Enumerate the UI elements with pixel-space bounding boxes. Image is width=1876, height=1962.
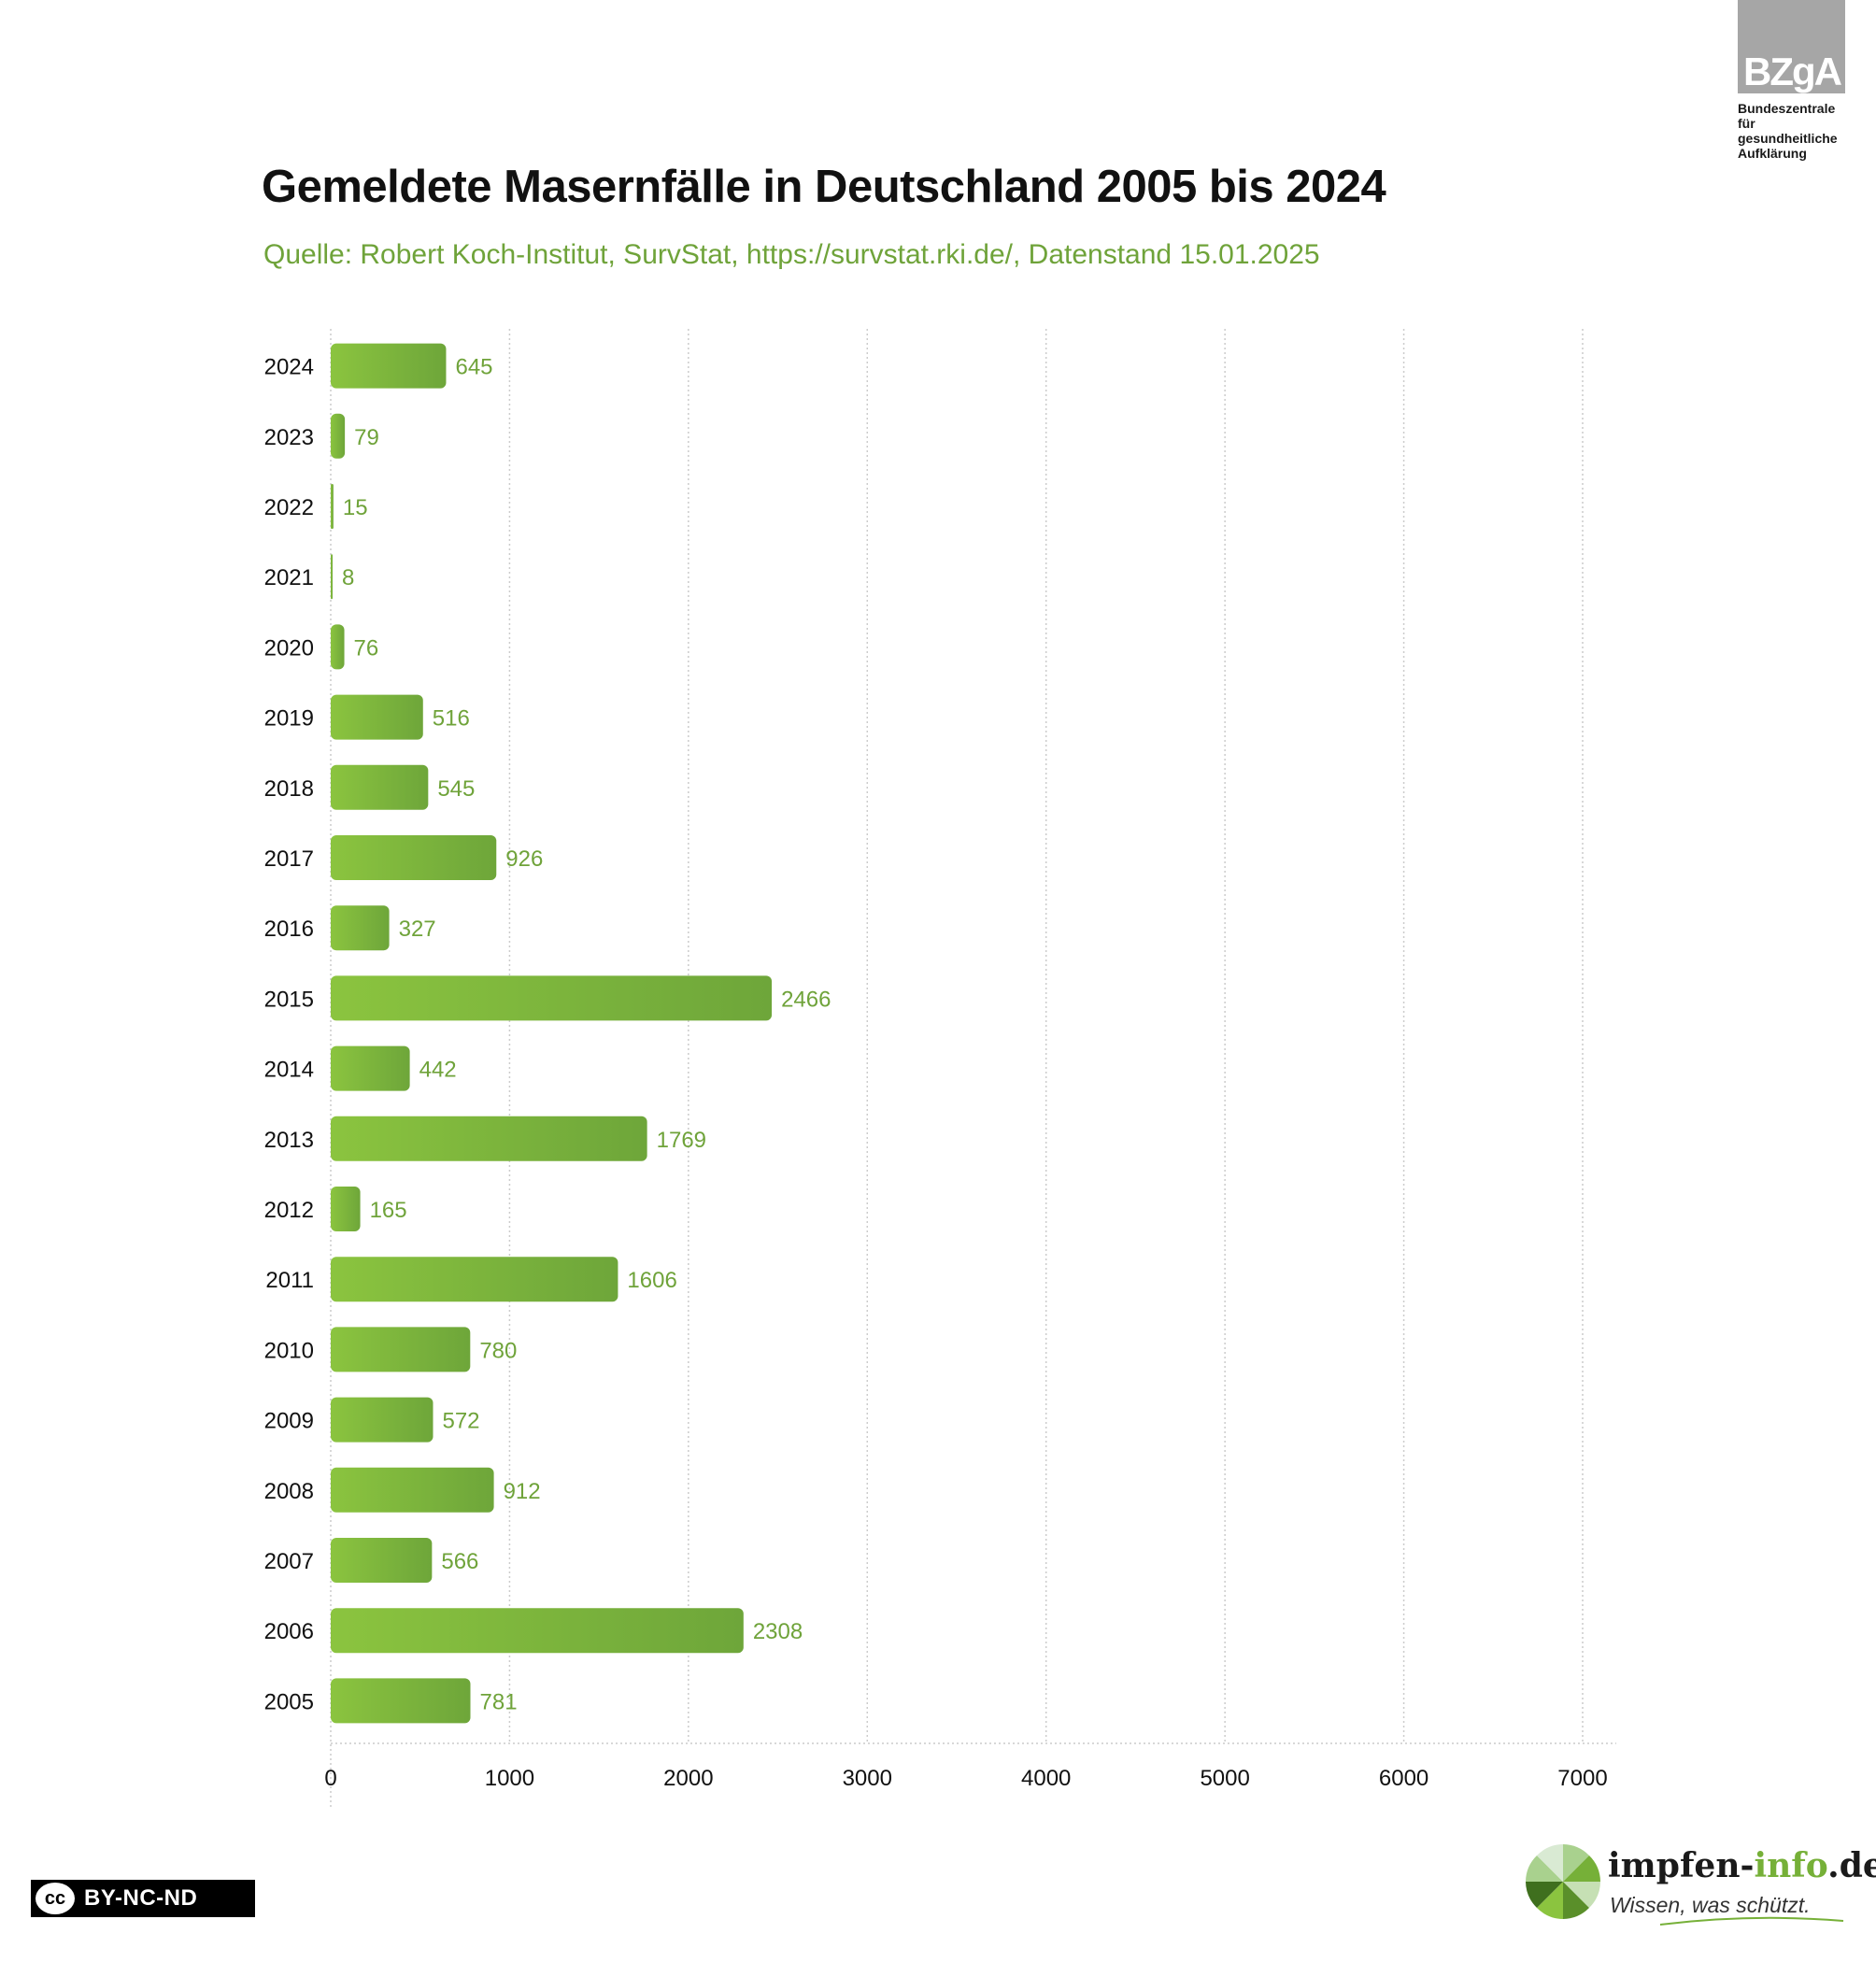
bzga-logo: BZgA Bundeszentrale für gesundheitliche …: [1738, 0, 1845, 161]
y-tick-label: 2023: [264, 425, 314, 450]
bar-chart: 0 1000 2000 3000 4000 5000 6000 7000 2024 645 2023…: [264, 329, 1616, 1809]
bar: [331, 624, 345, 670]
bar-value-label: 572: [442, 1409, 479, 1434]
y-tick-label: 2009: [264, 1409, 314, 1434]
x-tick-label: 4000: [1021, 1766, 1071, 1791]
bar: [331, 1467, 494, 1513]
y-tick-label: 2024: [264, 355, 314, 380]
bar: [331, 1678, 471, 1724]
bar-value-label: 645: [455, 355, 492, 380]
y-tick-label: 2020: [264, 635, 314, 661]
y-tick-label: 2006: [264, 1619, 314, 1644]
bzga-logo-mark: BZgA: [1738, 0, 1845, 93]
bzga-logo-text: BZgA: [1743, 50, 1842, 93]
bar: [331, 1327, 471, 1372]
umbrella-icon: [1526, 1844, 1600, 1919]
y-tick-label: 2007: [264, 1549, 314, 1574]
chart-title: Gemeldete Masernfälle in Deutschland 200…: [262, 162, 1386, 212]
grid-lines: [330, 329, 1616, 1809]
bar-value-label: 912: [504, 1479, 541, 1504]
x-tick-label: 7000: [1557, 1766, 1607, 1791]
y-tick-label: 2018: [264, 776, 314, 802]
bar: [331, 975, 773, 1021]
bar-value-label: 15: [343, 495, 368, 520]
bar-value-label: 2466: [781, 987, 831, 1012]
bar: [331, 1397, 433, 1443]
y-tick-label: 2013: [264, 1128, 314, 1153]
bar-value-label: 2308: [753, 1619, 803, 1644]
bar-value-label: 442: [419, 1058, 457, 1083]
bar: [331, 694, 423, 740]
bar: [331, 905, 390, 951]
bar: [331, 1257, 618, 1302]
bar-value-label: 1606: [627, 1268, 676, 1293]
bar-value-label: 8: [342, 565, 354, 590]
y-tick-label: 2021: [264, 565, 314, 590]
bar-value-label: 327: [399, 917, 436, 942]
x-tick-label: 2000: [663, 1766, 713, 1791]
bar-value-label: 516: [433, 706, 470, 732]
bars: [331, 343, 773, 1724]
y-tick-label: 2014: [264, 1058, 314, 1083]
y-tick-label: 2008: [264, 1479, 314, 1504]
impfen-info-logo: impfen-info.de Wissen, was schützt.: [1518, 1839, 1876, 1926]
brand-name-part: impfen-: [1608, 1846, 1755, 1885]
brand-slogan: Wissen, was schützt.: [1610, 1893, 1811, 1917]
y-tick-label: 2011: [265, 1268, 314, 1293]
license-text: BY-NC-ND: [84, 1885, 198, 1911]
brand-name-part: .de: [1827, 1846, 1876, 1885]
bar-value-label: 165: [370, 1198, 407, 1223]
bzga-logo-line: Aufklärung: [1738, 146, 1807, 161]
bar: [331, 1187, 361, 1231]
bar-value-label: 545: [437, 776, 475, 802]
y-tick-label: 2017: [264, 846, 314, 872]
bar: [331, 764, 429, 810]
bar-value-label: 566: [441, 1549, 478, 1574]
bar-value-label: 76: [354, 635, 379, 661]
brand-name-highlight: info: [1754, 1846, 1828, 1885]
bar: [331, 1045, 410, 1091]
y-tick-label: 2016: [264, 917, 314, 942]
license-badge: cc BY-NC-ND: [31, 1880, 255, 1917]
x-tick-label: 5000: [1200, 1766, 1249, 1791]
bzga-logo-line: Bundeszentrale: [1738, 101, 1836, 116]
bzga-logo-line: für: [1738, 116, 1755, 131]
y-tick-label: 2019: [264, 706, 314, 732]
y-tick-label: 2012: [264, 1198, 314, 1223]
x-tick-label: 6000: [1379, 1766, 1428, 1791]
y-tick-label: 2005: [264, 1689, 314, 1714]
bar-value-label: 79: [354, 425, 379, 450]
x-tick-label: 0: [324, 1766, 336, 1791]
bar-value-label: 781: [480, 1689, 518, 1714]
brand-name: impfen-info.de: [1608, 1846, 1876, 1885]
bzga-logo-line: gesundheitliche: [1738, 131, 1838, 146]
labels: 0 1000 2000 3000 4000 5000 6000 7000 2024 645 2023…: [264, 355, 1608, 1791]
cc-icon: cc: [36, 1883, 75, 1914]
x-tick-label: 1000: [485, 1766, 534, 1791]
slogan-underline-icon: [1659, 1916, 1844, 1926]
bar: [331, 1608, 744, 1654]
bar-value-label: 926: [505, 846, 543, 872]
x-tick-label: 3000: [843, 1766, 892, 1791]
chart-source: Quelle: Robert Koch-Institut, SurvStat, …: [263, 239, 1320, 270]
y-tick-label: 2022: [264, 495, 314, 520]
y-tick-label: 2015: [264, 987, 314, 1012]
bar: [331, 554, 333, 600]
bzga-logo-subtitle: Bundeszentrale für gesundheitliche Aufkl…: [1738, 101, 1845, 161]
bar-value-label: 1769: [657, 1128, 706, 1153]
bar: [331, 343, 447, 389]
bar: [331, 1538, 433, 1583]
bar: [331, 1116, 647, 1161]
bar: [331, 413, 346, 459]
bar: [331, 835, 497, 880]
bar: [331, 484, 334, 529]
bar-value-label: 780: [479, 1338, 517, 1363]
y-tick-label: 2010: [264, 1338, 314, 1363]
